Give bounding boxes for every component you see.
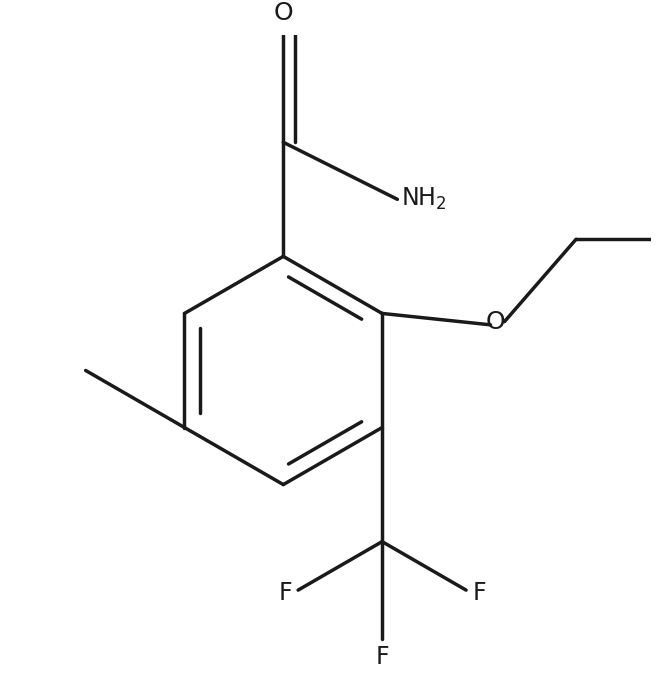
Text: F: F xyxy=(375,645,389,669)
Text: F: F xyxy=(278,581,292,605)
Text: F: F xyxy=(472,581,486,605)
Text: NH$_2$: NH$_2$ xyxy=(401,186,446,212)
Text: O: O xyxy=(486,310,506,334)
Text: O: O xyxy=(273,1,293,25)
